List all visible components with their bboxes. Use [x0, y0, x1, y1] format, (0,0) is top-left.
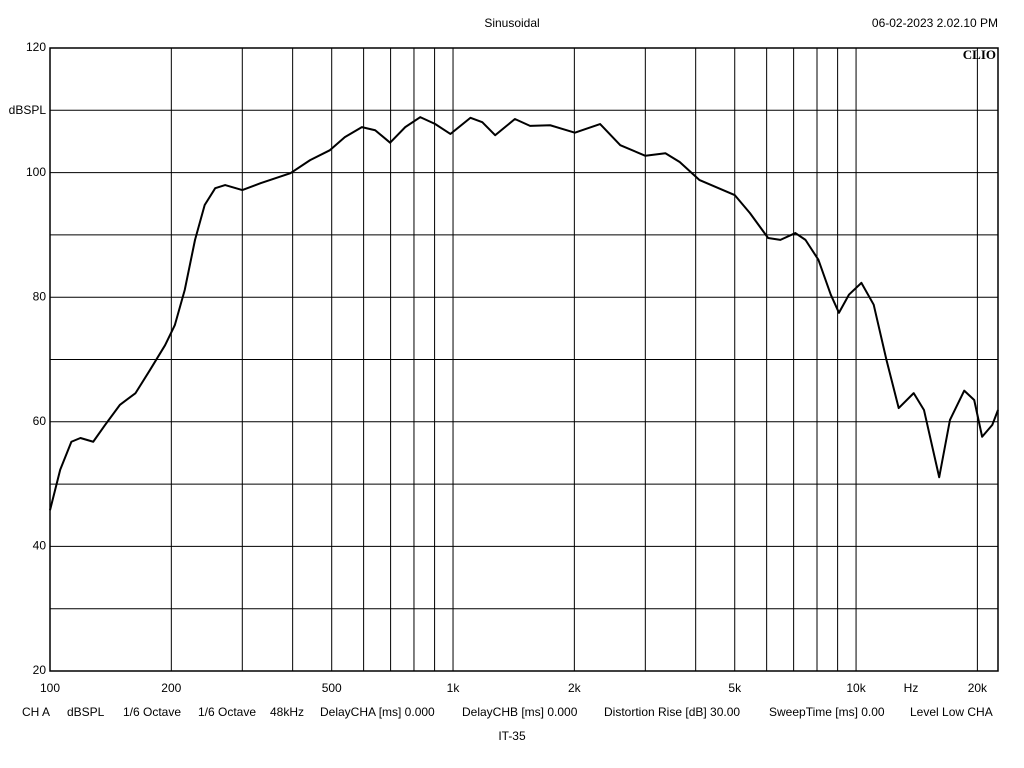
timestamp: 06-02-2023 2.02.10 PM: [872, 16, 998, 30]
caption: IT-35: [498, 729, 526, 743]
x-tick-label: 200: [161, 681, 181, 695]
chart-title: Sinusoidal: [484, 16, 539, 30]
x-tick-label: 2k: [568, 681, 582, 695]
x-tick-label: 10k: [846, 681, 866, 695]
footer-item: DelayCHB [ms] 0.000: [462, 705, 578, 719]
footer-item: CH A: [22, 705, 50, 719]
x-tick-label: 500: [322, 681, 342, 695]
y-tick-label: 40: [33, 539, 47, 553]
footer-item: Distortion Rise [dB] 30.00: [604, 705, 740, 719]
x-tick-label: 100: [40, 681, 60, 695]
y-tick-label: 120: [26, 40, 46, 54]
plot-frame: [49, 47, 999, 672]
y-tick-label: 20: [33, 663, 47, 677]
footer-item: 1/6 Octave: [123, 705, 181, 719]
footer-item: Level Low CHA: [910, 705, 993, 719]
x-tick-label: 5k: [728, 681, 742, 695]
response-curve: [49, 116, 999, 511]
y-tick-label: 100: [26, 165, 46, 179]
y-tick-label: 60: [33, 414, 47, 428]
x-tick-label: 20k: [968, 681, 988, 695]
y-tick-label: 80: [33, 289, 47, 303]
footer-item: 48kHz: [270, 705, 304, 719]
footer-item: SweepTime [ms] 0.00: [769, 705, 885, 719]
brand: CLIO: [963, 47, 996, 62]
x-axis-label: Hz: [904, 681, 919, 695]
y-axis-label: dBSPL: [9, 103, 47, 117]
footer-item: DelayCHA [ms] 0.000: [320, 705, 435, 719]
footer-item: 1/6 Octave: [198, 705, 256, 719]
x-tick-label: 1k: [447, 681, 461, 695]
footer-item: dBSPL: [67, 705, 105, 719]
